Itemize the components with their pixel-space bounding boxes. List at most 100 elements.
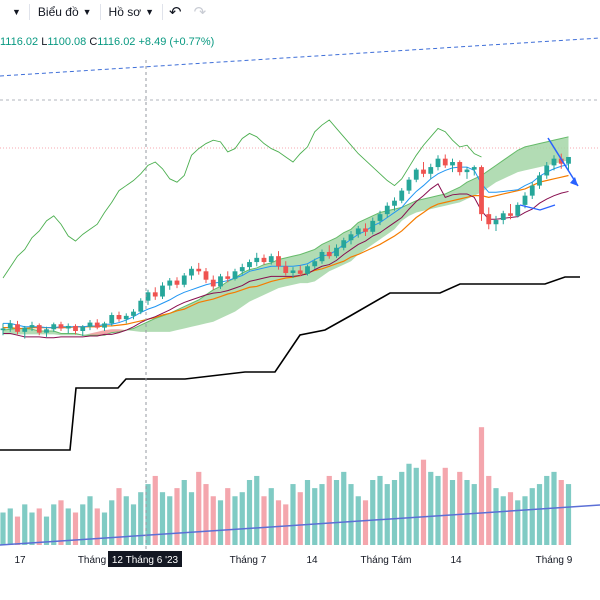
- candle-body: [537, 175, 542, 186]
- volume-bar: [203, 484, 209, 545]
- volume-bar: [123, 496, 129, 545]
- volume-bar: [101, 512, 108, 545]
- volume-bar: [210, 496, 216, 545]
- candle-body: [305, 266, 310, 274]
- low-value: 1100.08: [47, 36, 87, 48]
- volume-bar: [130, 504, 137, 545]
- volume-bar: [167, 496, 173, 545]
- candle-body: [500, 213, 506, 221]
- toolbar-divider: [99, 4, 101, 20]
- cloud-bullish: [126, 136, 569, 332]
- volume-bar: [464, 480, 470, 545]
- candle-body: [283, 266, 289, 273]
- volume-bar: [449, 480, 456, 545]
- candle-body: [348, 234, 354, 241]
- profile-menu-button[interactable]: Hồ sơ ▼: [101, 0, 162, 24]
- crosshair-date-badge: [108, 551, 182, 567]
- volume-bar: [87, 496, 93, 545]
- candle-body: [428, 167, 434, 174]
- candle-body: [51, 324, 57, 330]
- candle-body: [334, 247, 339, 257]
- undo-icon[interactable]: ↶: [169, 4, 182, 21]
- redo-icon[interactable]: ↷: [193, 4, 207, 21]
- candle-body: [421, 169, 426, 174]
- volume-bar: [428, 471, 434, 545]
- volume-bar: [152, 475, 158, 545]
- candle-body: [566, 156, 571, 164]
- annotation-arrowhead: [570, 177, 578, 186]
- volume-bar: [420, 459, 427, 545]
- volume-bar: [174, 488, 180, 545]
- volume-bar: [377, 475, 383, 545]
- volume-bar: [239, 492, 245, 545]
- volume-bar: [94, 508, 100, 545]
- volume-bar: [442, 467, 448, 545]
- top-toolbar: ▼ Biểu đồ ▼ Hồ sơ ▼ ↶ ↷: [0, 0, 600, 24]
- candle-body: [94, 322, 100, 328]
- candle-body: [181, 275, 187, 285]
- candle-body: [145, 292, 151, 301]
- candle-body: [65, 325, 71, 329]
- candle-body: [290, 270, 296, 273]
- candle-body: [116, 315, 122, 320]
- candle-body: [377, 214, 383, 221]
- candle-body: [370, 220, 376, 232]
- candle-body: [486, 214, 492, 225]
- candle-body: [225, 276, 231, 279]
- volume-bar: [261, 496, 267, 545]
- volume-bar: [36, 508, 42, 545]
- volume-bar: [544, 475, 550, 545]
- volume-bar: [529, 488, 535, 545]
- candle-body: [189, 268, 194, 276]
- volume-bar: [333, 480, 340, 545]
- candle-body: [80, 326, 86, 331]
- volume-bar: [181, 480, 187, 545]
- candle-body: [210, 279, 216, 287]
- cloud-bearish: [90, 329, 127, 336]
- toolbar-divider: [28, 4, 30, 20]
- candle-body: [529, 185, 535, 196]
- annotation-arrow-down: [547, 137, 579, 187]
- candle-body: [123, 315, 129, 320]
- candle-body: [341, 240, 347, 248]
- candle-body: [268, 256, 274, 263]
- volume-bar: [254, 475, 260, 545]
- candle-body: [131, 311, 136, 316]
- volume-bar: [319, 484, 325, 545]
- candle-body: [312, 261, 318, 267]
- senkou-span-a: [2, 136, 569, 336]
- volume-bar: [391, 480, 398, 545]
- candle-body: [261, 257, 267, 263]
- candle-body: [442, 158, 448, 166]
- volume-bar: [435, 475, 441, 545]
- x-tick-label: Tháng Tám: [361, 555, 412, 566]
- volume-bar: [22, 504, 28, 545]
- volume-bar: [188, 492, 195, 545]
- volume-bar: [471, 484, 477, 545]
- volume-bar: [65, 508, 71, 545]
- low-key: L: [41, 36, 48, 48]
- candle-body: [406, 179, 412, 191]
- candle-body: [239, 267, 245, 272]
- change-value: +8.49 (+0.77%): [138, 36, 215, 48]
- volume-bar: [51, 504, 57, 545]
- candle-body: [73, 325, 78, 331]
- open-value: 1116.02: [0, 36, 39, 48]
- candle-body: [7, 323, 13, 329]
- chart-type-menu[interactable]: ▼: [0, 0, 29, 24]
- base-line: [3, 183, 569, 339]
- candle-body: [515, 204, 521, 216]
- candle-body: [44, 329, 49, 333]
- x-tick-label: 17: [14, 555, 26, 566]
- chevron-down-icon: ▼: [82, 7, 92, 17]
- volume-bar: [43, 516, 50, 545]
- volume-trend-line: [0, 504, 600, 546]
- candle-body: [254, 257, 260, 263]
- chart-menu-button[interactable]: Biểu đồ ▼: [30, 0, 100, 24]
- volume-bar: [109, 500, 115, 545]
- volume-bar: [478, 427, 485, 545]
- candle-body: [160, 285, 165, 297]
- crosshair-date-label: 12 Tháng 6 '23: [112, 555, 179, 566]
- volume-bar: [196, 471, 202, 545]
